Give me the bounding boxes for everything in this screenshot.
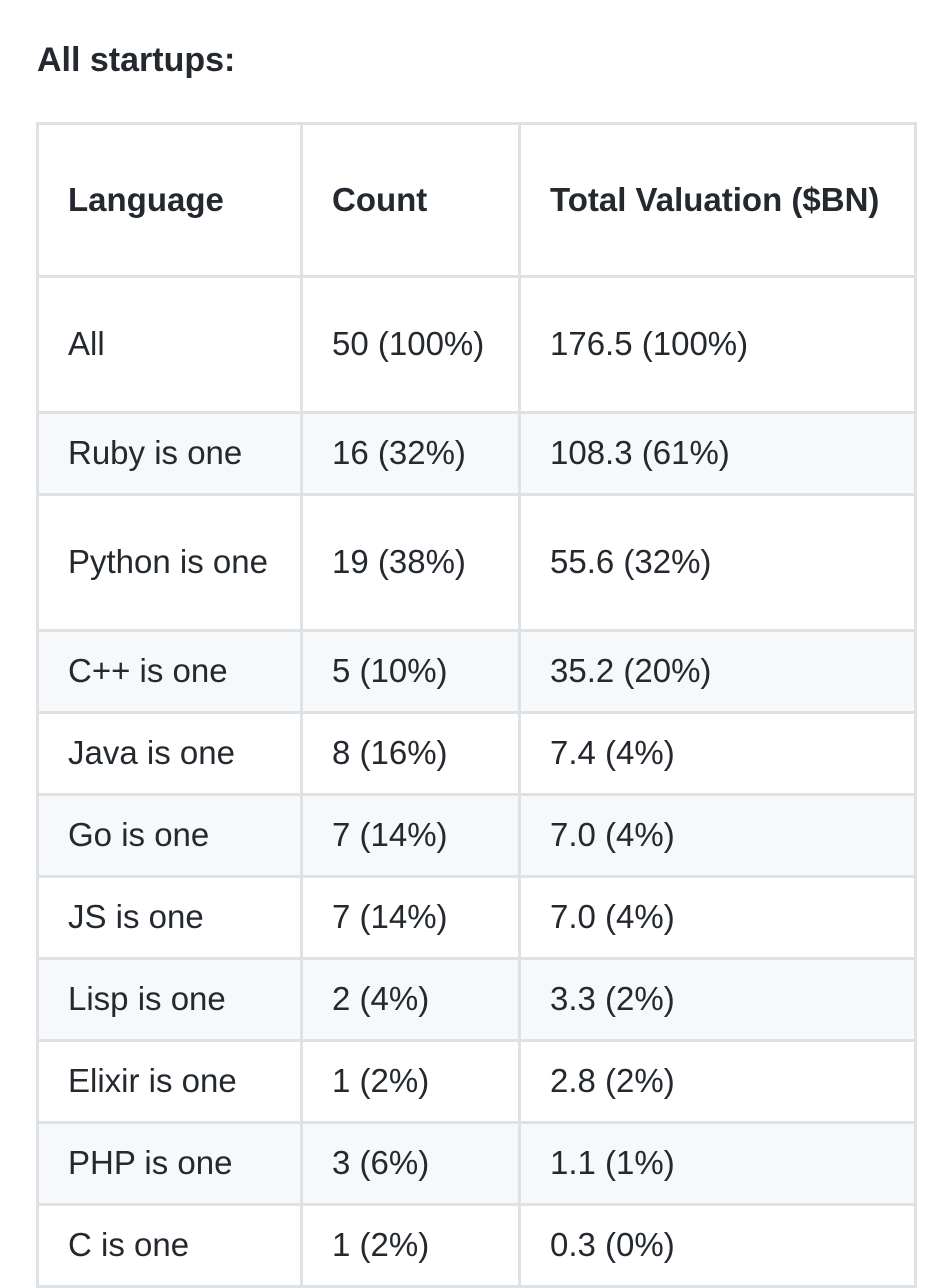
cell-count: 1 (2%): [300, 1203, 521, 1288]
table-row: All 50 (100%) 176.5 (100%): [36, 275, 917, 414]
cell-language: JS is one: [36, 875, 303, 960]
table-row: Ruby is one 16 (32%) 108.3 (61%): [36, 411, 917, 496]
startups-language-table: Language Count Total Valuation ($BN) All…: [36, 122, 917, 1288]
cell-count: 8 (16%): [300, 711, 521, 796]
cell-language: C++ is one: [36, 629, 303, 714]
cell-valuation: 7.4 (4%): [518, 711, 917, 796]
cell-count: 5 (10%): [300, 629, 521, 714]
cell-valuation: 7.0 (4%): [518, 875, 917, 960]
table-header: Language Count Total Valuation ($BN): [36, 122, 917, 278]
cell-count: 16 (32%): [300, 411, 521, 496]
cell-valuation: 55.6 (32%): [518, 493, 917, 632]
cell-valuation: 35.2 (20%): [518, 629, 917, 714]
cell-language: Ruby is one: [36, 411, 303, 496]
column-header-language: Language: [36, 122, 303, 278]
cell-count: 3 (6%): [300, 1121, 521, 1206]
cell-count: 19 (38%): [300, 493, 521, 632]
cell-count: 7 (14%): [300, 875, 521, 960]
cell-valuation: 7.0 (4%): [518, 793, 917, 878]
column-header-count: Count: [300, 122, 521, 278]
cell-count: 50 (100%): [300, 275, 521, 414]
cell-language: PHP is one: [36, 1121, 303, 1206]
cell-count: 1 (2%): [300, 1039, 521, 1124]
table-row: PHP is one 3 (6%) 1.1 (1%): [36, 1121, 917, 1206]
table-row: Lisp is one 2 (4%) 3.3 (2%): [36, 957, 917, 1042]
cell-valuation: 0.3 (0%): [518, 1203, 917, 1288]
cell-language: Go is one: [36, 793, 303, 878]
cell-language: Java is one: [36, 711, 303, 796]
cell-valuation: 108.3 (61%): [518, 411, 917, 496]
cell-language: Elixir is one: [36, 1039, 303, 1124]
cell-language: C is one: [36, 1203, 303, 1288]
cell-valuation: 3.3 (2%): [518, 957, 917, 1042]
cell-valuation: 2.8 (2%): [518, 1039, 917, 1124]
cell-count: 2 (4%): [300, 957, 521, 1042]
cell-language: Lisp is one: [36, 957, 303, 1042]
table-header-row: Language Count Total Valuation ($BN): [36, 122, 917, 278]
table-body: All 50 (100%) 176.5 (100%) Ruby is one 1…: [36, 275, 917, 1288]
table-row: Java is one 8 (16%) 7.4 (4%): [36, 711, 917, 796]
column-header-total-valuation: Total Valuation ($BN): [518, 122, 917, 278]
cell-valuation: 1.1 (1%): [518, 1121, 917, 1206]
cell-language: All: [36, 275, 303, 414]
table-row: Elixir is one 1 (2%) 2.8 (2%): [36, 1039, 917, 1124]
table-row: C++ is one 5 (10%) 35.2 (20%): [36, 629, 917, 714]
table-row: C is one 1 (2%) 0.3 (0%): [36, 1203, 917, 1288]
table-row: Python is one 19 (38%) 55.6 (32%): [36, 493, 917, 632]
cell-valuation: 176.5 (100%): [518, 275, 917, 414]
section-heading: All startups:: [37, 41, 236, 79]
table-row: JS is one 7 (14%) 7.0 (4%): [36, 875, 917, 960]
cell-language: Python is one: [36, 493, 303, 632]
cell-count: 7 (14%): [300, 793, 521, 878]
table-row: Go is one 7 (14%) 7.0 (4%): [36, 793, 917, 878]
